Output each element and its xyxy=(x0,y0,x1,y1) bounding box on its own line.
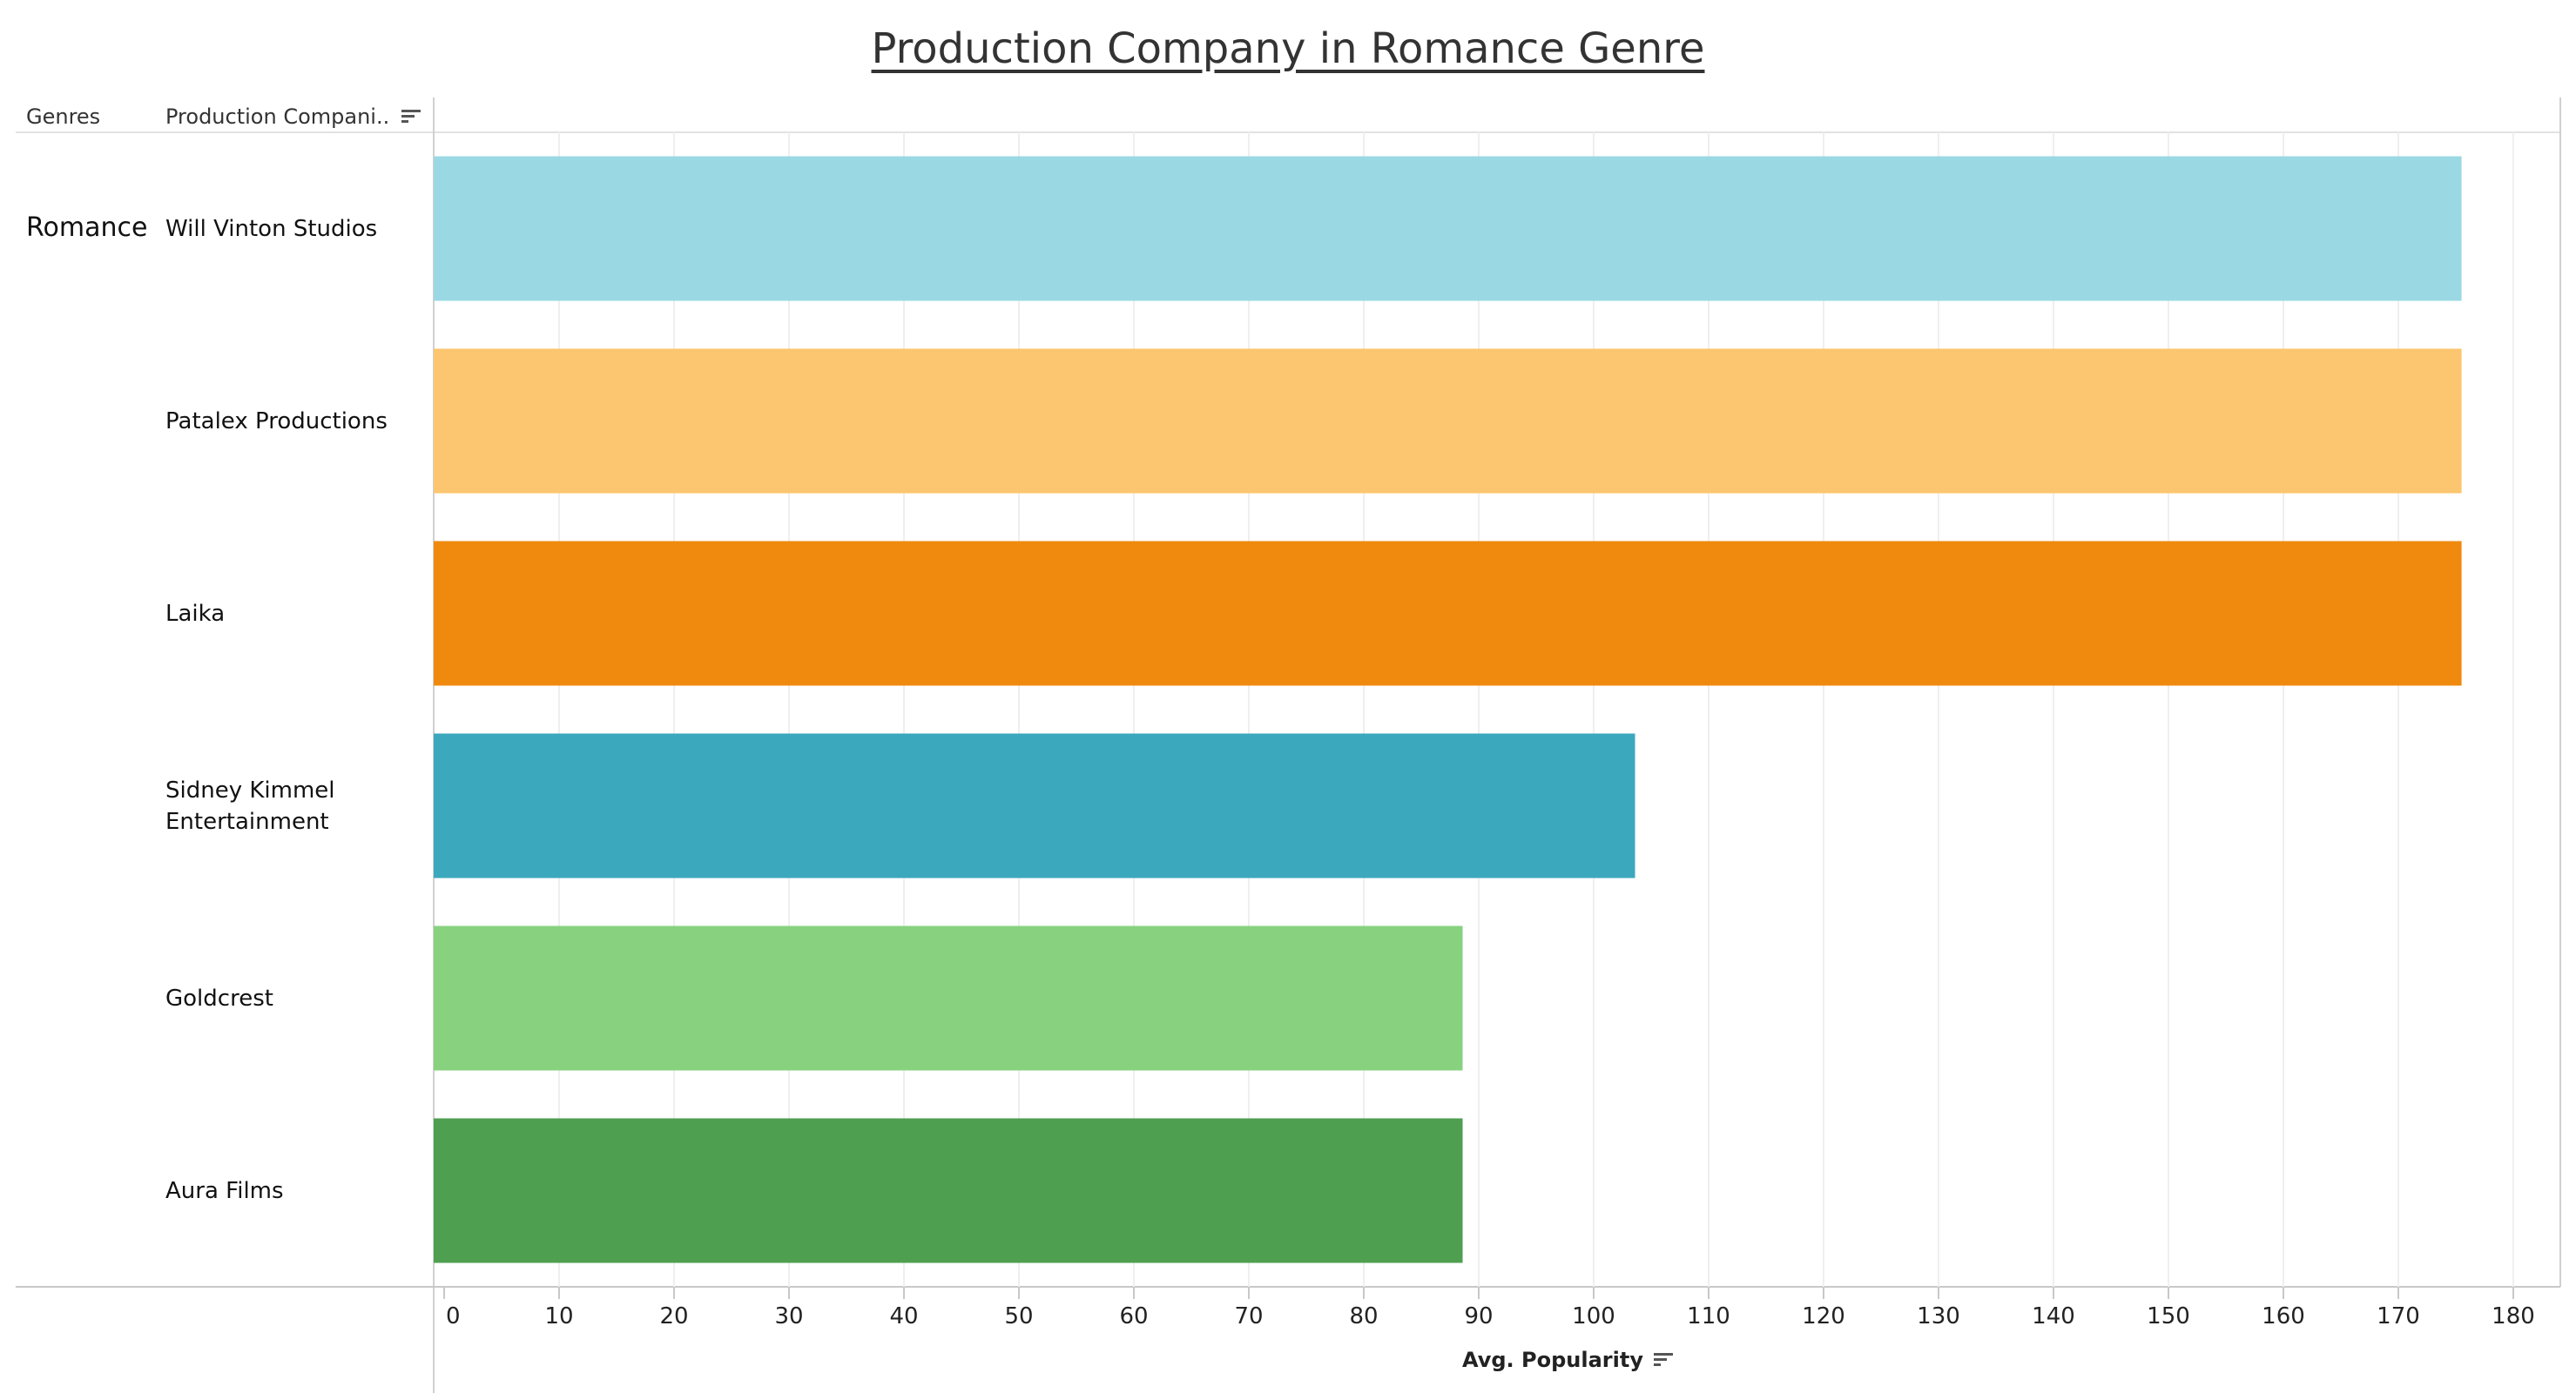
category-label: Sidney Kimmel Entertainment xyxy=(165,775,409,838)
category-label: Will Vinton Studios xyxy=(165,213,409,245)
genre-label: Romance xyxy=(26,212,148,243)
genres-header[interactable]: Genres xyxy=(26,104,101,129)
x-tick-label: 20 xyxy=(659,1303,688,1329)
category-label: Laika xyxy=(165,598,409,629)
x-tick-label: 130 xyxy=(1917,1303,1960,1329)
sort-icon[interactable] xyxy=(1653,1353,1673,1367)
category-label-line: Entertainment xyxy=(165,808,329,835)
x-tick-label: 140 xyxy=(2032,1303,2075,1329)
category-label-line: Aura Films xyxy=(165,1177,284,1204)
bar xyxy=(434,348,2462,494)
x-tick-label: 110 xyxy=(1687,1303,1730,1329)
bar xyxy=(434,1118,1463,1263)
category-label-line: Goldcrest xyxy=(165,985,273,1012)
x-tick-label: 80 xyxy=(1349,1303,1378,1329)
bar xyxy=(434,925,1463,1071)
x-tick-label: 100 xyxy=(1572,1303,1615,1329)
x-tick-label: 70 xyxy=(1234,1303,1263,1329)
category-label-line: Sidney Kimmel xyxy=(165,777,335,804)
x-tick-label: 10 xyxy=(544,1303,573,1329)
category-label: Aura Films xyxy=(165,1175,409,1207)
x-axis-title: Avg. Popularity xyxy=(1306,1348,1829,1372)
bar xyxy=(434,156,2462,301)
sort-icon[interactable] xyxy=(401,110,421,124)
x-tick-label: 180 xyxy=(2492,1303,2535,1329)
production-company-header-label: Production Compani.. xyxy=(165,104,390,129)
x-tick-label: 50 xyxy=(1004,1303,1033,1329)
x-tick-label: 160 xyxy=(2262,1303,2305,1329)
x-tick-label: 60 xyxy=(1119,1303,1148,1329)
x-tick-label: 0 xyxy=(446,1303,461,1329)
category-label: Patalex Productions xyxy=(165,406,409,437)
production-company-header[interactable]: Production Compani.. xyxy=(165,104,421,129)
chart-title: Production Company in Romance Genre xyxy=(871,24,1705,73)
x-tick-label: 40 xyxy=(889,1303,918,1329)
x-tick-label: 90 xyxy=(1464,1303,1493,1329)
x-tick-label: 30 xyxy=(774,1303,803,1329)
x-tick-label: 150 xyxy=(2147,1303,2190,1329)
bar xyxy=(434,733,1635,878)
category-label-line: Patalex Productions xyxy=(165,407,388,434)
x-tick-label: 170 xyxy=(2377,1303,2420,1329)
x-axis-label: Avg. Popularity xyxy=(1462,1348,1643,1372)
bar xyxy=(434,541,2462,686)
category-label: Goldcrest xyxy=(165,983,409,1014)
category-label-line: Will Vinton Studios xyxy=(165,215,378,242)
category-label-line: Laika xyxy=(165,600,226,627)
x-tick-label: 120 xyxy=(1802,1303,1845,1329)
